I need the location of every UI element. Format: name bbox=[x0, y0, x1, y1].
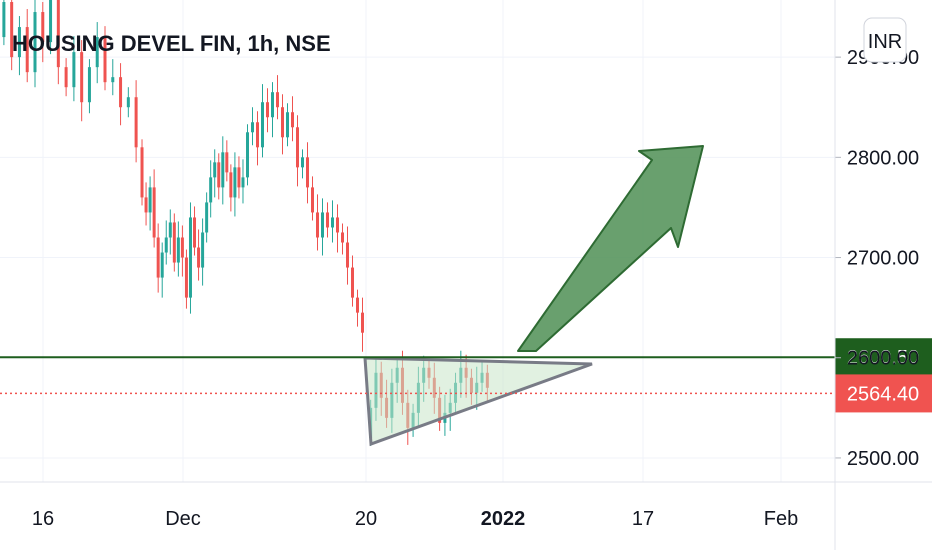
candle-body bbox=[336, 217, 339, 233]
y-tick-label: 2800.00 bbox=[847, 147, 919, 169]
candle-body bbox=[276, 92, 279, 108]
x-tick-label: Dec bbox=[165, 508, 201, 530]
candle-body bbox=[184, 257, 188, 298]
candle-body bbox=[341, 232, 344, 243]
candle-body bbox=[10, 2, 14, 58]
candle-body bbox=[25, 27, 29, 73]
candle-body bbox=[241, 177, 245, 188]
candle-body bbox=[87, 67, 91, 103]
currency-label: INR bbox=[868, 31, 902, 53]
candle-body bbox=[205, 202, 209, 233]
candle-body bbox=[286, 112, 289, 138]
breakout-arrow bbox=[517, 145, 704, 352]
candle-body bbox=[80, 52, 84, 103]
x-tick-label: Feb bbox=[764, 508, 798, 530]
candle-body bbox=[111, 77, 115, 83]
last-price-price-label: 2564.40 bbox=[847, 383, 919, 405]
y-tick-label: 2700.00 bbox=[847, 248, 919, 270]
candle-body bbox=[95, 37, 99, 68]
candle-body bbox=[296, 127, 299, 168]
candle-body bbox=[164, 237, 168, 253]
candle-body bbox=[271, 92, 274, 118]
candle-body bbox=[356, 297, 359, 313]
candle-body bbox=[326, 212, 329, 228]
chart-overlay: HOUSING DEVEL FIN, 1h, NSE INR bbox=[12, 17, 907, 63]
candle-body bbox=[361, 312, 364, 333]
candle-body bbox=[233, 167, 237, 198]
candle-body bbox=[291, 112, 294, 128]
candle-body bbox=[221, 152, 225, 188]
candle-body bbox=[193, 217, 197, 248]
candle-body bbox=[72, 52, 76, 88]
candle-body bbox=[144, 197, 148, 213]
candle-body bbox=[261, 102, 264, 148]
candle-body bbox=[266, 102, 269, 118]
candle-body bbox=[321, 212, 324, 238]
price-level-lines: 2600.50 2564.40 bbox=[0, 338, 932, 413]
candle-body bbox=[49, 0, 53, 43]
x-tick-label: 2022 bbox=[481, 508, 526, 530]
resistance-price-label: 2600.50 bbox=[847, 347, 919, 369]
triangle-pattern bbox=[363, 356, 593, 447]
y-tick-label: 2600.00 bbox=[847, 348, 919, 370]
candle-body bbox=[237, 167, 241, 188]
candle-body bbox=[148, 187, 152, 213]
currency-button[interactable]: INR bbox=[863, 17, 907, 63]
candle-body bbox=[103, 37, 107, 83]
candle-body bbox=[251, 122, 254, 133]
chart-title: HOUSING DEVEL FIN, 1h, NSE bbox=[12, 31, 331, 56]
candle-body bbox=[256, 122, 259, 148]
candle-body bbox=[172, 222, 176, 263]
candle-body bbox=[180, 237, 184, 258]
candle-body bbox=[176, 237, 180, 263]
candle-body bbox=[229, 172, 233, 198]
candle-body bbox=[160, 252, 164, 278]
candle-body bbox=[225, 152, 229, 173]
chart-drawings bbox=[363, 145, 704, 447]
x-tick-label: 16 bbox=[32, 508, 54, 530]
last-price-price-tag bbox=[835, 374, 932, 413]
candle-body bbox=[306, 157, 309, 188]
resistance-price-tag bbox=[835, 338, 932, 377]
candle-body bbox=[134, 97, 138, 148]
candle-body bbox=[156, 237, 160, 278]
candle-body bbox=[119, 77, 123, 108]
candle-body bbox=[140, 147, 144, 198]
candle-body bbox=[152, 187, 156, 238]
candle-body bbox=[41, 12, 45, 43]
candle-body bbox=[64, 67, 68, 88]
candle-body bbox=[331, 217, 334, 228]
candle-body bbox=[217, 162, 221, 188]
x-tick-label: 17 bbox=[632, 508, 654, 530]
candle-body bbox=[197, 247, 201, 268]
candle-body bbox=[316, 212, 319, 238]
y-tick-label: 2500.00 bbox=[847, 448, 919, 470]
candle-body bbox=[246, 132, 249, 178]
candle-body bbox=[126, 97, 130, 108]
candle-body bbox=[201, 232, 205, 268]
candle-body bbox=[311, 187, 314, 213]
candle-body bbox=[33, 12, 37, 73]
candle-body bbox=[188, 217, 192, 298]
candle-body bbox=[56, 0, 60, 68]
candle-body bbox=[346, 242, 349, 268]
candle-body bbox=[351, 267, 354, 298]
candle-body bbox=[209, 177, 213, 203]
candle-body bbox=[301, 157, 304, 168]
candle-body bbox=[17, 27, 21, 58]
candle-body bbox=[168, 222, 172, 238]
candle-body bbox=[281, 107, 284, 138]
candle-body bbox=[2, 2, 6, 38]
candle-body bbox=[213, 162, 217, 178]
x-tick-label: 20 bbox=[355, 508, 377, 530]
